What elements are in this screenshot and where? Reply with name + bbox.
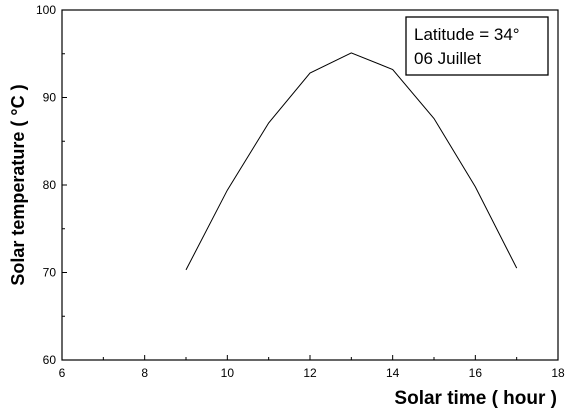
- y-tick-label: 100: [36, 3, 56, 17]
- y-axis: 60 70 80 90 100: [36, 3, 67, 367]
- x-axis-title: Solar time ( hour ): [394, 388, 557, 409]
- x-tick-label: 18: [551, 366, 565, 380]
- x-tick-label: 16: [469, 366, 483, 380]
- series-line: [185, 52, 518, 271]
- legend-line-1: Latitude = 34°: [414, 25, 520, 44]
- legend-box: Latitude = 34° 06 Juillet: [405, 16, 549, 76]
- y-tick-label: 90: [43, 91, 57, 105]
- y-axis-title: Solar temperature ( °C ): [8, 84, 28, 285]
- x-tick-label: 14: [386, 366, 400, 380]
- y-tick-label: 80: [43, 178, 57, 192]
- y-tick-label: 60: [43, 353, 57, 367]
- x-tick-label: 10: [221, 366, 235, 380]
- series-layer: [185, 52, 518, 271]
- y-tick-label: 70: [43, 266, 57, 280]
- legend-frame: [405, 16, 549, 76]
- x-tick-label: 6: [59, 366, 66, 380]
- legend-line-2: 06 Juillet: [414, 49, 481, 68]
- x-tick-label: 12: [303, 366, 317, 380]
- x-tick-label: 8: [141, 366, 148, 380]
- x-axis: 6 8 10 12 14 16 18: [59, 355, 565, 380]
